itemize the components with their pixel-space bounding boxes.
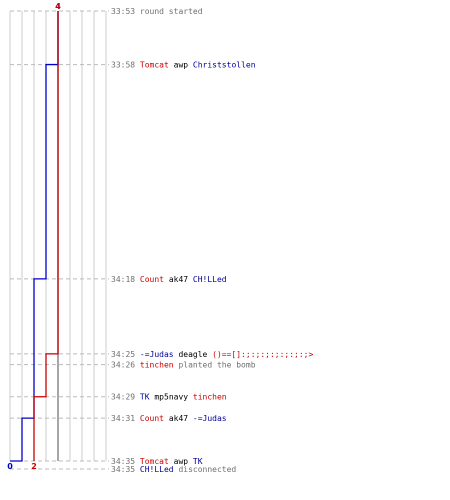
- event-text-gray: disconnected: [174, 465, 237, 474]
- event-text-black: awp: [169, 457, 193, 466]
- event-row-7: 34:35 Tomcat awp TK: [111, 457, 203, 466]
- event-time: 34:35: [111, 457, 140, 466]
- event-text-blue: CH!LLed: [140, 465, 174, 474]
- event-time: 34:18: [111, 275, 140, 284]
- event-row-1: 33:58 Tomcat awp Christstollen: [111, 61, 256, 70]
- event-text-red: Count: [140, 275, 164, 284]
- event-text-blue: Christstollen: [193, 61, 256, 70]
- count-label-red-top: 4: [55, 2, 61, 11]
- series-line-blue: [10, 11, 59, 462]
- event-text-gray: planted the bomb: [174, 361, 256, 370]
- event-text-black: ak47: [164, 414, 193, 423]
- event-text-red: ()==[]:;:;:;:;:;:;:;>: [212, 350, 313, 359]
- event-time: 33:58: [111, 61, 140, 70]
- event-row-0: 33:53 round started: [111, 7, 203, 16]
- event-text-blue: TK: [140, 393, 150, 402]
- event-text-gray: round started: [140, 7, 203, 16]
- event-text-blue: CH!LLed: [193, 275, 227, 284]
- event-text-red: tinchen: [140, 361, 174, 370]
- event-time: 34:29: [111, 393, 140, 402]
- event-row-3: 34:25 -=Judas deagle ()==[]:;:;:;:;:;:;:…: [111, 350, 313, 359]
- event-row-2: 34:18 Count ak47 CH!LLed: [111, 275, 227, 284]
- event-row-6: 34:31 Count ak47 -=Judas: [111, 414, 227, 423]
- count-labels: 0 244: [7, 2, 61, 471]
- event-time: 34:31: [111, 414, 140, 423]
- series-line-red: [33, 11, 59, 461]
- event-log: 33:53 round started 33:58 Tomcat awp Chri…: [111, 7, 313, 474]
- event-time: 33:53: [111, 7, 140, 16]
- event-text-blue: TK: [193, 457, 203, 466]
- event-text-blue: -=Judas: [193, 414, 227, 423]
- count-label-blue-top: 4: [55, 2, 61, 11]
- event-text-red: tinchen: [193, 393, 227, 402]
- event-text-red: Count: [140, 414, 164, 423]
- event-text-black: deagle: [174, 350, 213, 359]
- event-text-black: awp: [169, 61, 193, 70]
- event-text-red: Tomcat: [140, 61, 169, 70]
- event-row-5: 34:29 TK mp5navy tinchen: [111, 393, 227, 402]
- event-row-8: 34:35 CH!LLed disconnected: [111, 465, 236, 474]
- event-text-black: mp5navy: [150, 393, 193, 402]
- count-label-red-bottom: 2: [31, 462, 37, 471]
- event-text-black: ak47: [164, 275, 193, 284]
- event-text-blue: -=Judas: [140, 350, 174, 359]
- series-lines: [10, 11, 59, 462]
- event-time: 34:25: [111, 350, 140, 359]
- event-row-4: 34:26 tinchen planted the bomb: [111, 361, 256, 370]
- event-text-red: Tomcat: [140, 457, 169, 466]
- event-time: 34:26: [111, 361, 140, 370]
- count-label-blue-bottom: 0: [7, 462, 13, 471]
- event-time: 34:35: [111, 465, 140, 474]
